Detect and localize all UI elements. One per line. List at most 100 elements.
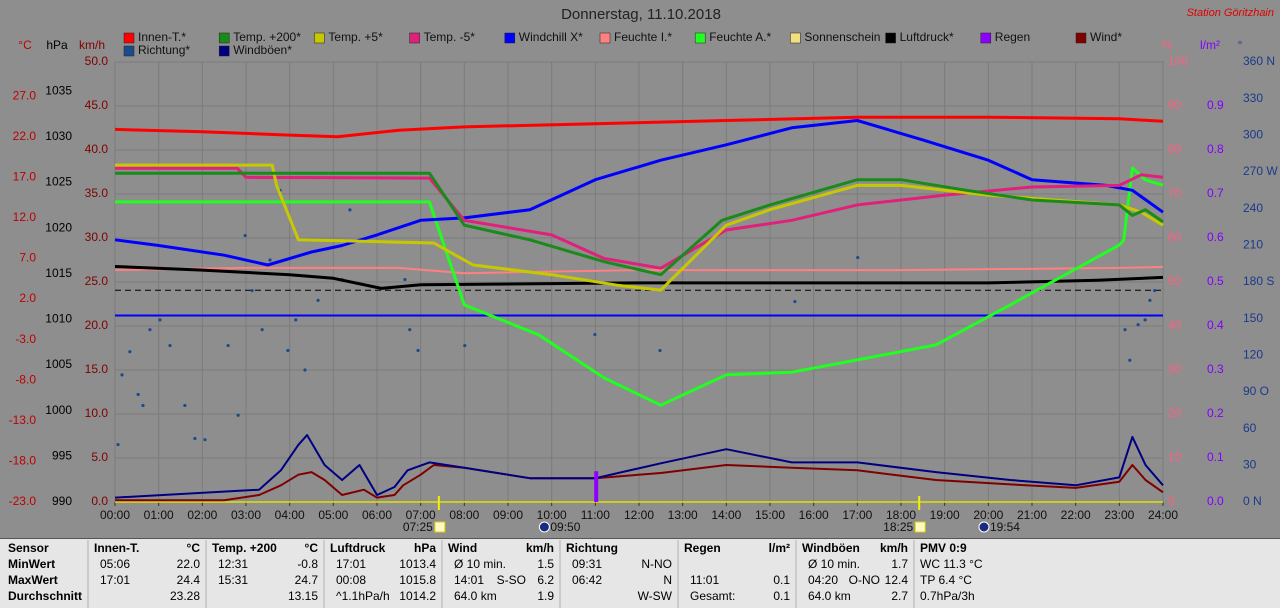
direction-point — [303, 368, 307, 372]
cell: 04:20 — [808, 573, 838, 587]
series-line — [115, 166, 1164, 407]
cell: N-NO — [641, 557, 672, 571]
y-tick-label: 5.0 — [91, 450, 108, 464]
legend-swatch — [980, 32, 992, 44]
cell: O-NO — [849, 573, 880, 587]
series-line — [114, 434, 1164, 499]
y-tick-label: 0.6 — [1207, 230, 1224, 244]
y-tick-label: 70 — [1168, 186, 1182, 200]
cell: 00:08 — [336, 573, 366, 587]
series-line — [115, 163, 1164, 292]
y-tick-label: 1000 — [45, 403, 72, 417]
legend-swatch — [885, 32, 896, 44]
x-tick-label: 02:00 — [187, 508, 217, 522]
row-label: MinWert — [8, 557, 55, 571]
cell: 64.0 km — [454, 589, 497, 603]
x-tick-label: 07:00 — [406, 508, 436, 522]
cell: 1.9 — [537, 589, 554, 603]
x-tick-label: 20:00 — [973, 508, 1003, 522]
y-tick-label: 0.3 — [1207, 362, 1224, 376]
y-tick-label: 100 — [1168, 54, 1188, 68]
x-tick-label: 12:00 — [624, 508, 654, 522]
legend-label: Regen — [995, 30, 1030, 44]
y-tick-label: 90 O — [1243, 384, 1269, 398]
x-tick-label: 23:00 — [1104, 508, 1134, 522]
series-line — [114, 115, 1164, 139]
x-tick-label: 04:00 — [275, 508, 305, 522]
y-tick-label: 995 — [52, 449, 72, 463]
direction-point — [168, 343, 172, 348]
legend-swatch — [1075, 32, 1087, 44]
section-title: Wind — [448, 541, 477, 555]
axis-unit: % — [1162, 38, 1173, 52]
legend-label: Windchill X* — [519, 30, 583, 44]
cell: Ø 10 min. — [454, 557, 506, 571]
y-tick-label: 210 — [1243, 238, 1263, 252]
x-tick-label: 13:00 — [668, 508, 698, 522]
chart-title: Donnerstag, 11.10.2018 — [561, 6, 721, 23]
x-tick-label: 10:00 — [537, 508, 567, 522]
cell: 1015.8 — [399, 573, 436, 587]
y-tick-label: 30 — [1168, 362, 1182, 376]
direction-point — [856, 255, 860, 260]
cell: 13.15 — [288, 589, 318, 603]
y-tick-label: 240 — [1243, 201, 1263, 215]
y-tick-label: 45.0 — [85, 98, 109, 112]
y-tick-label: 0.7 — [1207, 186, 1224, 200]
y-tick-label: 1030 — [45, 129, 72, 143]
y-tick-label: 50 — [1168, 274, 1182, 288]
section-unit: °C — [187, 541, 201, 555]
y-tick-label: 20.0 — [85, 318, 109, 332]
axis-unit: hPa — [46, 38, 68, 52]
y-tick-label: -18.0 — [9, 454, 37, 468]
direction-point — [183, 403, 187, 408]
y-tick-label: 0.4 — [1207, 318, 1224, 332]
y-tick-label: 0.5 — [1207, 274, 1224, 288]
sun-time: 07:25 — [403, 520, 433, 534]
legend-swatch — [218, 45, 230, 57]
legend-swatch — [218, 32, 230, 44]
x-tick-label: 15:00 — [755, 508, 785, 522]
cell: TP 6.4 °C — [920, 573, 972, 587]
series-line — [115, 464, 1164, 502]
direction-point — [120, 373, 124, 377]
cell: 1014.2 — [399, 589, 436, 603]
cell: 24.4 — [177, 573, 201, 587]
legend-swatch — [694, 32, 706, 44]
y-tick-label: 30 — [1243, 458, 1257, 472]
legend-swatch — [123, 32, 135, 44]
cell: 23.28 — [170, 589, 200, 603]
direction-point — [236, 413, 240, 417]
section-unit: l/m² — [769, 541, 790, 555]
y-tick-label: 0 N — [1243, 494, 1262, 508]
x-tick-label: 09:00 — [493, 508, 523, 522]
cell: 0.7hPa/3h — [920, 589, 975, 603]
series-line — [114, 266, 1164, 275]
legend-swatch — [409, 32, 420, 44]
direction-point — [243, 233, 247, 238]
y-tick-label: 150 — [1243, 311, 1263, 325]
direction-point — [1148, 298, 1152, 302]
x-tick-label: 03:00 — [231, 508, 261, 522]
direction-point — [128, 350, 132, 354]
cell: 09:31 — [572, 557, 602, 571]
y-tick-label: 360 N — [1243, 54, 1275, 68]
y-tick-label: 40 — [1168, 318, 1182, 332]
direction-point — [294, 318, 298, 322]
x-tick-label: 08:00 — [449, 508, 479, 522]
axis-unit: l/m² — [1200, 38, 1220, 52]
y-tick-label: 0.0 — [1207, 494, 1224, 508]
x-tick-label: 17:00 — [842, 508, 872, 522]
legend-label: Innen-T.* — [138, 30, 186, 44]
y-tick-label: 0.0 — [91, 494, 108, 508]
x-tick-label: 06:00 — [362, 508, 392, 522]
section-unit: °C — [305, 541, 319, 555]
y-tick-label: 2.0 — [19, 291, 36, 305]
cell: 1013.4 — [399, 557, 436, 571]
y-tick-label: -8.0 — [15, 372, 36, 386]
cell: 17:01 — [336, 557, 366, 571]
y-tick-label: 1010 — [45, 312, 72, 326]
legend-label: Temp. -5* — [424, 30, 476, 44]
x-tick-label: 22:00 — [1061, 508, 1091, 522]
legend-swatch — [314, 32, 325, 44]
